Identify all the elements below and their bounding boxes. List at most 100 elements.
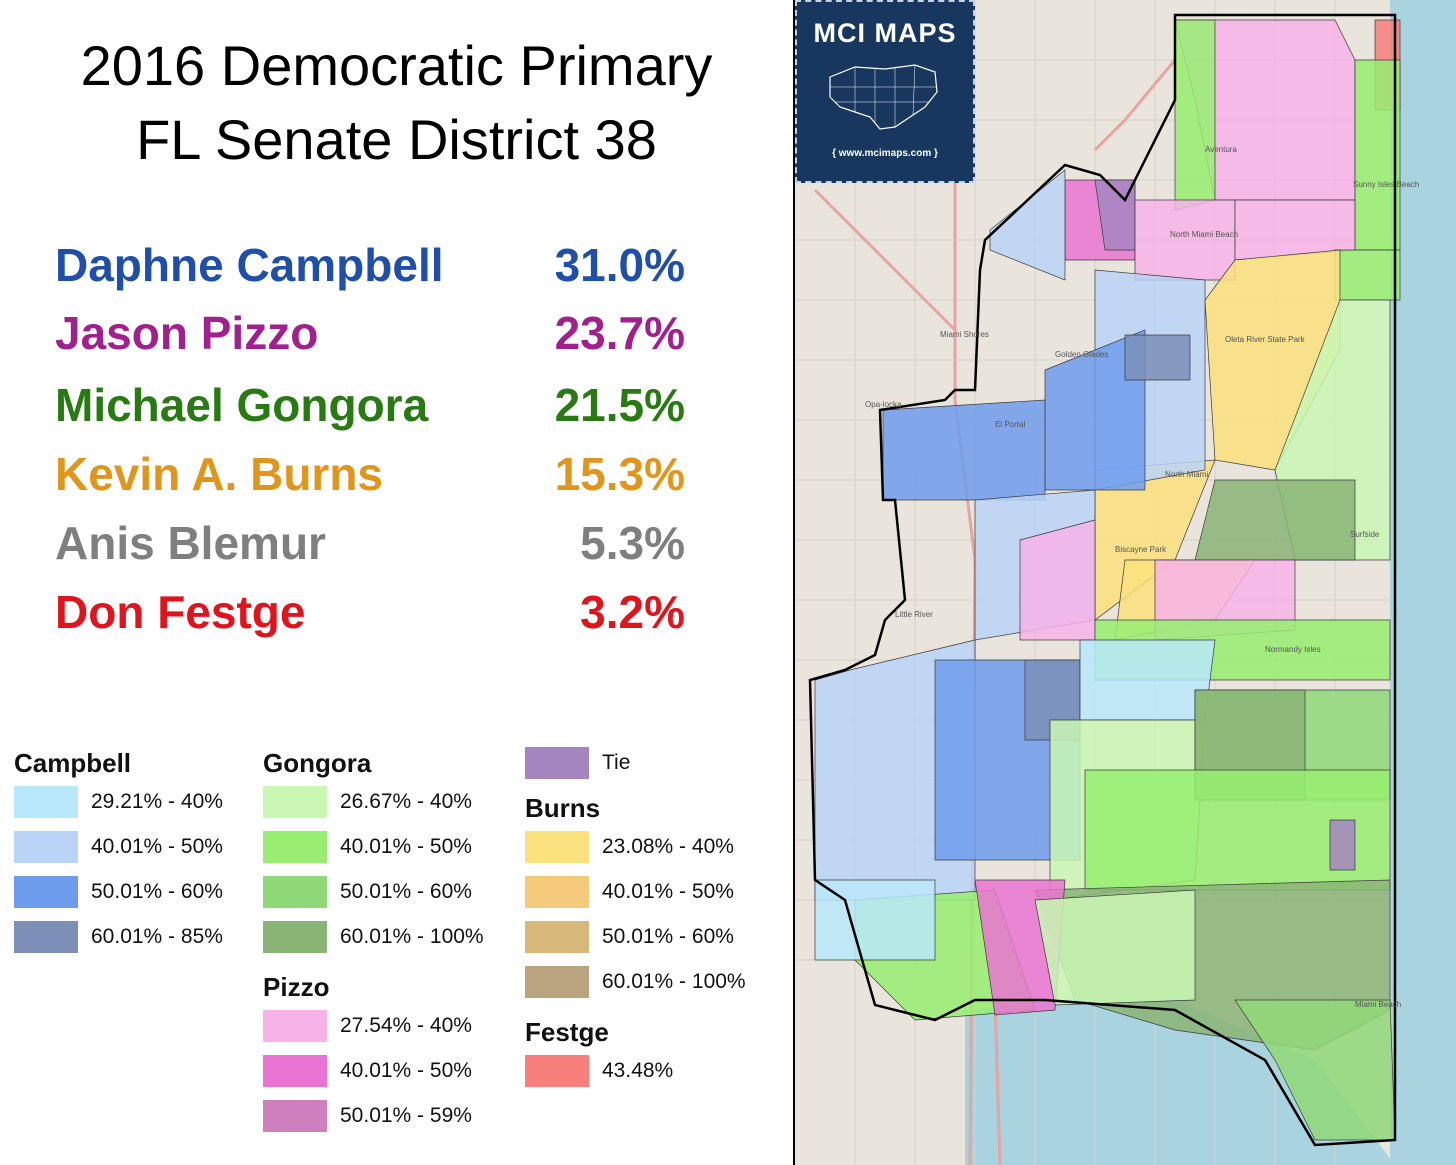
us-map-icon (829, 64, 938, 130)
legend-items-campbell: 29.21% - 40% 40.01% - 50% 50.01% - 60% 60.0… (14, 786, 223, 966)
result-row: Daphne Campbell 31.0% (55, 238, 695, 294)
legend-item-gongora: 50.01% - 60% (263, 876, 472, 921)
precinct-opa-campbell (882, 399, 1046, 501)
candidate-name: Don Festge (55, 586, 306, 638)
candidate-percent: 31.0% (554, 239, 685, 291)
precinct-pizzo-mid (1019, 519, 1096, 641)
precinct-tie-beach (1329, 819, 1356, 871)
legend-label: 43.48% (602, 1059, 674, 1082)
legend-heading-pizzo: Pizzo (263, 972, 330, 1002)
precinct-sunny-isles-gongora (1354, 59, 1401, 251)
legend-heading-burns: Burns (525, 793, 601, 823)
legend-item-campbell: 60.01% - 85% (14, 921, 223, 966)
precinct-nmb-light-pizzo (1134, 199, 1236, 281)
legend-swatch (525, 1055, 589, 1087)
legend-label: 50.01% - 60% (91, 880, 223, 903)
map-place-label: North Miami (1165, 470, 1209, 479)
legend-swatch (263, 921, 327, 953)
logo-url: { www.mcimaps.com } (832, 148, 938, 159)
map-place-label: Miami Shores (940, 330, 989, 339)
legend-swatch (263, 831, 327, 863)
legend-swatch (14, 831, 78, 863)
legend-label: 40.01% - 50% (340, 835, 472, 858)
legend-item-pizzo: 27.54% - 40% (263, 1010, 472, 1055)
candidate-percent: 21.5% (554, 379, 685, 431)
legend-swatch (525, 921, 589, 953)
map-canvas (795, 0, 1456, 1165)
legend-item-burns: 23.08% - 40% (525, 831, 734, 876)
legend-item-campbell: 29.21% - 40% (14, 786, 223, 831)
legend-item-campbell: 40.01% - 50% (14, 831, 223, 876)
candidate-name: Kevin A. Burns (55, 448, 384, 500)
legend-item-campbell: 50.01% - 60% (14, 876, 223, 921)
legend-swatch (14, 786, 78, 818)
legend-items-festge: 43.48% (525, 1055, 673, 1100)
legend-swatch (525, 876, 589, 908)
district-boundary (808, 13, 1397, 1147)
legend-label: 27.54% - 40% (340, 1014, 472, 1037)
map-place-label: Sunny Isles Beach (1353, 180, 1420, 189)
legend-label: 60.01% - 100% (602, 970, 746, 993)
legend-item-pizzo: 50.01% - 59% (263, 1100, 472, 1145)
left-panel: 2016 Democratic Primary FL Senate Distri… (14, 0, 795, 1165)
legend-item-burns: 60.01% - 100% (525, 966, 746, 1011)
candidate-percent: 23.7% (554, 307, 685, 359)
legend-swatch (525, 831, 589, 863)
map-place-label: North Miami Beach (1170, 230, 1239, 239)
legend-items-pizzo: 27.54% - 40% 40.01% - 50% 50.01% - 59% (263, 1010, 472, 1145)
legend-swatch (14, 921, 78, 953)
legend-label: 60.01% - 100% (340, 925, 484, 948)
map-place-label: Opa-locka (865, 400, 902, 409)
result-row: Anis Blemur 5.3% (55, 516, 695, 572)
precinct-layer (814, 19, 1401, 1141)
legend-heading-gongora: Gongora (263, 748, 372, 778)
legend-swatch (263, 1055, 327, 1087)
precinct-aventura-gongora (1174, 19, 1216, 211)
district-map[interactable]: North Miami Beach Aventura Sunny Isles Bea… (795, 0, 1456, 1165)
candidate-name: Anis Blemur (55, 517, 326, 569)
legend-item-burns: 50.01% - 60% (525, 921, 734, 966)
candidate-percent: 5.3% (580, 517, 685, 569)
legend-swatch-tie (525, 747, 589, 779)
precinct-gongora-indian-creek (1194, 479, 1356, 561)
title-line-1: 2016 Democratic Primary (80, 34, 713, 97)
precinct-gongora-miami-beach (1234, 999, 1396, 1141)
map-place-label: Little River (895, 610, 933, 619)
legend-label: 40.01% - 50% (91, 835, 223, 858)
result-row: Kevin A. Burns 15.3% (55, 447, 695, 503)
legend-heading-campbell: Campbell (14, 748, 132, 778)
legend-label-tie: Tie (602, 751, 631, 774)
legend-swatch (14, 876, 78, 908)
candidate-name: Jason Pizzo (55, 307, 319, 359)
map-place-label: Normandy Isles (1265, 645, 1321, 654)
biscayne-bay-water (965, 995, 1395, 1165)
legend-label: 50.01% - 59% (340, 1104, 472, 1127)
legend-gongora: Gongora 26.67% - 40% 40.01% - 50% 50.01% -… (263, 748, 484, 966)
legend-label: 29.21% - 40% (91, 790, 223, 813)
legend-label: 26.67% - 40% (340, 790, 472, 813)
map-place-label: Aventura (1205, 145, 1237, 154)
precinct-se-gongora (1334, 249, 1401, 301)
mci-maps-logo: MCI MAPS { www.mcimaps.com } (795, 0, 975, 183)
result-row: Jason Pizzo 23.7% (55, 306, 695, 362)
logo-title: MCI MAPS (813, 18, 957, 48)
legend-item-festge: 43.48% (525, 1055, 673, 1100)
legend-pizzo: Pizzo 27.54% - 40% 40.01% - 50% 50.01% - 5… (263, 972, 472, 1145)
legend-items-burns: 23.08% - 40% 40.01% - 50% 50.01% - 60% 60.0… (525, 831, 746, 1011)
legend-swatch (525, 966, 589, 998)
legend-label: 23.08% - 40% (602, 835, 734, 858)
precinct-gongora-light-sw (1034, 889, 1196, 1006)
legend-item-pizzo: 40.01% - 50% (263, 1055, 472, 1100)
legend-heading-festge: Festge (525, 1017, 609, 1047)
legend-item-gongora: 26.67% - 40% (263, 786, 472, 831)
map-place-label: Surfside (1350, 530, 1380, 539)
legend-label: 40.01% - 50% (340, 1059, 472, 1082)
map-place-label: Biscayne Park (1115, 545, 1167, 554)
legend-swatch (263, 786, 327, 818)
legend-burns: Burns 23.08% - 40% 40.01% - 50% 50.01% - 6… (525, 793, 746, 1011)
candidate-percent: 3.2% (580, 586, 685, 638)
map-place-label: Golden Glades (1055, 350, 1109, 359)
legend-festge: Festge 43.48% (525, 1017, 673, 1100)
legend-campbell: Campbell 29.21% - 40% 40.01% - 50% 50.01% … (14, 748, 223, 966)
title-line-2: FL Senate District 38 (136, 108, 657, 171)
